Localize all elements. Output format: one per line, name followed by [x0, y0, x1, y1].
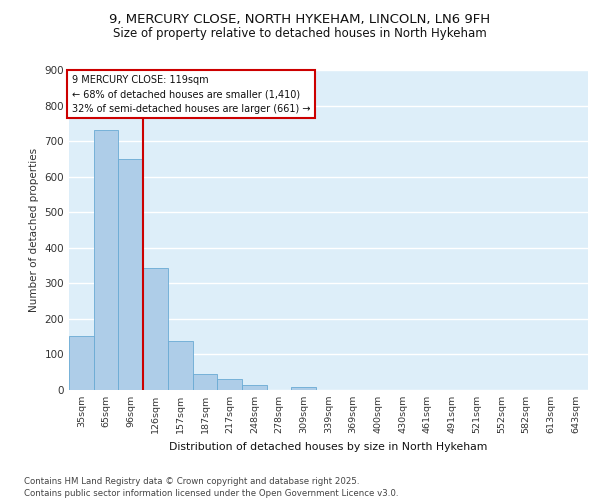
X-axis label: Distribution of detached houses by size in North Hykeham: Distribution of detached houses by size …	[169, 442, 488, 452]
Bar	[193, 374, 217, 390]
Text: Size of property relative to detached houses in North Hykeham: Size of property relative to detached ho…	[113, 28, 487, 40]
Bar	[143, 268, 168, 390]
Bar	[69, 336, 94, 390]
Text: 9, MERCURY CLOSE, NORTH HYKEHAM, LINCOLN, LN6 9FH: 9, MERCURY CLOSE, NORTH HYKEHAM, LINCOLN…	[109, 12, 491, 26]
Bar	[217, 379, 242, 390]
Bar	[94, 130, 118, 390]
Text: 9 MERCURY CLOSE: 119sqm
← 68% of detached houses are smaller (1,410)
32% of semi: 9 MERCURY CLOSE: 119sqm ← 68% of detache…	[71, 75, 310, 114]
Bar	[292, 387, 316, 390]
Bar	[118, 159, 143, 390]
Bar	[242, 385, 267, 390]
Y-axis label: Number of detached properties: Number of detached properties	[29, 148, 39, 312]
Text: Contains HM Land Registry data © Crown copyright and database right 2025.
Contai: Contains HM Land Registry data © Crown c…	[24, 476, 398, 498]
Bar	[168, 342, 193, 390]
